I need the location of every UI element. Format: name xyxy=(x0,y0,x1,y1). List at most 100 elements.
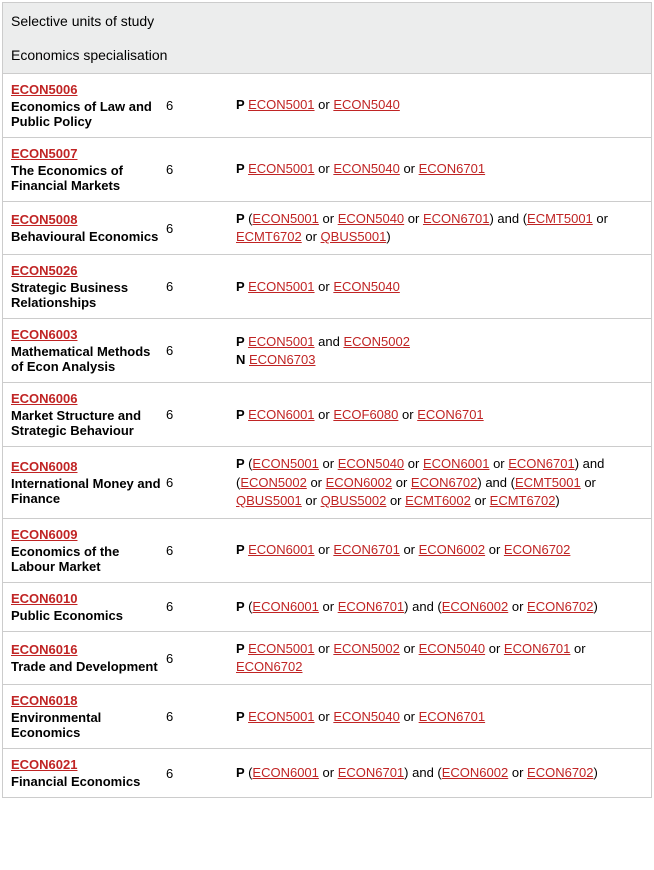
unit-code-link[interactable]: ECON5006 xyxy=(11,82,77,97)
prereq-link[interactable]: ECON6702 xyxy=(527,599,593,614)
prereq-link[interactable]: ECON5001 xyxy=(248,279,314,294)
credit-points: 6 xyxy=(166,766,236,781)
unit-title: Strategic Business Relationships xyxy=(11,280,166,310)
unit-title: Public Economics xyxy=(11,608,166,623)
prereq-link[interactable]: ECON5040 xyxy=(333,709,399,724)
credit-points: 6 xyxy=(166,98,236,113)
prereq-link[interactable]: ECON6701 xyxy=(508,456,574,471)
table-row: ECON6003Mathematical Methods of Econ Ana… xyxy=(3,319,651,383)
unit-cell: ECON5008Behavioural Economics xyxy=(11,212,166,244)
prereq-link[interactable]: ECMT6002 xyxy=(405,493,471,508)
prereq-link[interactable]: ECON6701 xyxy=(333,542,399,557)
prereq-link[interactable]: ECON6001 xyxy=(252,765,318,780)
unit-code-link[interactable]: ECON6009 xyxy=(11,527,77,542)
unit-code-link[interactable]: ECON6016 xyxy=(11,642,77,657)
prereq-link[interactable]: ECON5040 xyxy=(333,97,399,112)
header-subtitle: Economics specialisation xyxy=(11,47,643,63)
prereq-link[interactable]: ECOF6080 xyxy=(333,407,398,422)
unit-title: Environmental Economics xyxy=(11,710,166,740)
unit-cell: ECON6006 Market Structure and Strategic B… xyxy=(11,391,166,438)
table-header: Selective units of study Economics speci… xyxy=(3,3,651,74)
prereq-link[interactable]: ECON5040 xyxy=(419,641,485,656)
prereq-link[interactable]: ECON6703 xyxy=(249,352,315,367)
table-row: ECON5008Behavioural Economics6P (ECON500… xyxy=(3,202,651,255)
prereq-link[interactable]: ECON5040 xyxy=(333,161,399,176)
unit-code-link[interactable]: ECON6010 xyxy=(11,591,77,606)
prereq-link[interactable]: ECON5040 xyxy=(333,279,399,294)
prereq-link[interactable]: ECMT5001 xyxy=(527,211,593,226)
prereq-link[interactable]: ECMT6702 xyxy=(490,493,556,508)
unit-code-link[interactable]: ECON5008 xyxy=(11,212,77,227)
prereq-link[interactable]: QBUS5002 xyxy=(321,493,387,508)
prereq-content: P ECON6001 or ECON6701 or ECON6002 or EC… xyxy=(236,541,643,559)
prereq-link[interactable]: ECON6702 xyxy=(527,765,593,780)
prereq-link[interactable]: ECON5040 xyxy=(338,456,404,471)
prereq-link[interactable]: ECON6701 xyxy=(504,641,570,656)
prereq-link[interactable]: ECON5001 xyxy=(248,97,314,112)
prereq-link[interactable]: ECON5001 xyxy=(252,456,318,471)
prereq-link[interactable]: ECON5001 xyxy=(248,161,314,176)
table-row: ECON6018Environmental Economics6P ECON50… xyxy=(3,685,651,749)
unit-cell: ECON6009Economics of the Labour Market xyxy=(11,527,166,574)
credit-points: 6 xyxy=(166,651,236,666)
prereq-content: P ECON5001 or ECON5040 or ECON6701 xyxy=(236,160,643,178)
prereq-link[interactable]: ECON6701 xyxy=(338,599,404,614)
unit-code-link[interactable]: ECON5007 xyxy=(11,146,77,161)
credit-points: 6 xyxy=(166,475,236,490)
prereq-link[interactable]: ECON6001 xyxy=(423,456,489,471)
prereq-link[interactable]: ECON6002 xyxy=(442,765,508,780)
prereq-link[interactable]: ECON6002 xyxy=(326,475,392,490)
unit-code-link[interactable]: ECON5026 xyxy=(11,263,77,278)
prereq-link[interactable]: ECON5001 xyxy=(248,641,314,656)
unit-code-link[interactable]: ECON6018 xyxy=(11,693,77,708)
unit-code-link[interactable]: ECON6006 xyxy=(11,391,77,406)
unit-code-link[interactable]: ECON6008 xyxy=(11,459,77,474)
prereq-link[interactable]: ECON6001 xyxy=(252,599,318,614)
table-row: ECON6021Financial Economics6P (ECON6001 … xyxy=(3,749,651,798)
prereq-prefix: P xyxy=(236,542,248,557)
prereq-link[interactable]: QBUS5001 xyxy=(321,229,387,244)
prerequisites: P ECON6001 or ECON6701 or ECON6002 or EC… xyxy=(236,541,643,559)
prerequisites: P ECON5001 or ECON5040 xyxy=(236,278,643,296)
unit-code-link[interactable]: ECON6003 xyxy=(11,327,77,342)
prereq-link[interactable]: QBUS5001 xyxy=(236,493,302,508)
prereq-link[interactable]: ECON6701 xyxy=(417,407,483,422)
prereq-link[interactable]: ECON5002 xyxy=(333,641,399,656)
prereq-link[interactable]: ECON5002 xyxy=(343,334,409,349)
unit-cell: ECON6008International Money and Finance xyxy=(11,459,166,506)
unit-code-link[interactable]: ECON6021 xyxy=(11,757,77,772)
credit-points: 6 xyxy=(166,343,236,358)
prereq-prefix: P xyxy=(236,161,248,176)
prereq-link[interactable]: ECON5002 xyxy=(240,475,306,490)
prereq-link[interactable]: ECON6701 xyxy=(423,211,489,226)
prereq-link[interactable]: ECON5001 xyxy=(252,211,318,226)
prereq-link[interactable]: ECON6001 xyxy=(248,407,314,422)
credit-points: 6 xyxy=(166,709,236,724)
prereq-link[interactable]: ECON6702 xyxy=(236,659,302,674)
table-row: ECON6006 Market Structure and Strategic B… xyxy=(3,383,651,447)
prereq-link[interactable]: ECON6001 xyxy=(248,542,314,557)
table-row: ECON5006 Economics of Law and Public Poli… xyxy=(3,74,651,138)
prereq-link[interactable]: ECON6002 xyxy=(442,599,508,614)
prereq-link[interactable]: ECON6701 xyxy=(419,709,485,724)
prereq-prefix: P xyxy=(236,641,248,656)
prereq-prefix: P xyxy=(236,97,248,112)
unit-title: Economics of Law and Public Policy xyxy=(11,99,166,129)
prereq-link[interactable]: ECON6702 xyxy=(411,475,477,490)
unit-cell: ECON5026 Strategic Business Relationships xyxy=(11,263,166,310)
prereq-link[interactable]: ECON6701 xyxy=(338,765,404,780)
prereq-link[interactable]: ECON6701 xyxy=(419,161,485,176)
unit-cell: ECON5006 Economics of Law and Public Poli… xyxy=(11,82,166,129)
prerequisites: P ECON5001 or ECON5040 xyxy=(236,96,643,114)
prerequisites: P (ECON5001 or ECON5040 or ECON6701) and… xyxy=(236,210,643,246)
prerequisites: P (ECON6001 or ECON6701) and (ECON6002 o… xyxy=(236,598,643,616)
prereq-link[interactable]: ECON6702 xyxy=(504,542,570,557)
unit-cell: ECON6021Financial Economics xyxy=(11,757,166,789)
prereq-link[interactable]: ECMT5001 xyxy=(515,475,581,490)
prereq-link[interactable]: ECON5001 xyxy=(248,709,314,724)
prereq-link[interactable]: ECON5040 xyxy=(338,211,404,226)
prereq-link[interactable]: ECMT6702 xyxy=(236,229,302,244)
prereq-link[interactable]: ECON5001 xyxy=(248,334,314,349)
prereq-link[interactable]: ECON6002 xyxy=(419,542,485,557)
unit-title: Market Structure and Strategic Behaviour xyxy=(11,408,166,438)
